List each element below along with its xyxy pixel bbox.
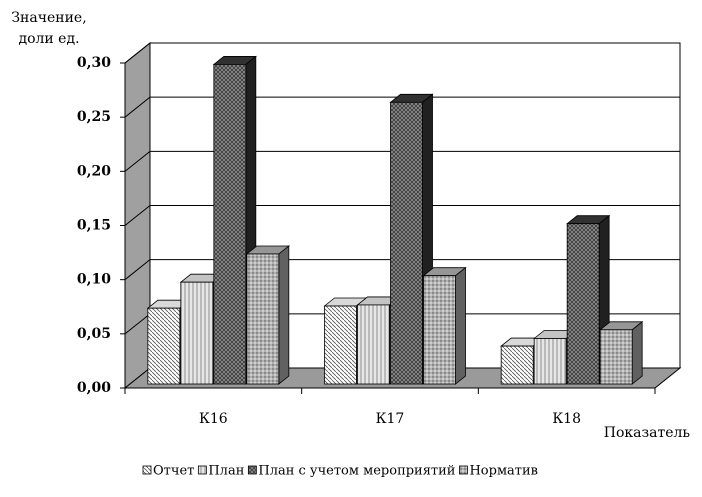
y-tick-label: 0,05 xyxy=(77,326,111,342)
bar xyxy=(599,329,633,385)
x-tick-label: К16 xyxy=(199,411,228,427)
grid-line-side xyxy=(124,313,151,335)
grid-line-side xyxy=(124,96,151,118)
legend-label: Норматив xyxy=(469,464,538,479)
bar-side xyxy=(278,245,290,385)
y-axis-label: Значение, доли ед. xyxy=(11,10,87,47)
grid-line-side xyxy=(124,259,151,281)
x-tick-label: К17 xyxy=(376,411,405,427)
x-tick-label: К18 xyxy=(552,411,581,427)
grid-line-side xyxy=(124,150,151,172)
bar xyxy=(390,101,423,385)
y-tick-label: 0,15 xyxy=(77,218,111,234)
bar xyxy=(566,223,600,385)
bar xyxy=(246,253,280,385)
bar xyxy=(180,281,214,385)
bar-side xyxy=(455,266,466,385)
y-tick-label: 0,10 xyxy=(77,272,111,288)
legend-label: План с учетом мероприятий xyxy=(258,464,455,479)
x-axis-label: Показатель xyxy=(604,425,691,441)
legend-label: Отчет xyxy=(153,464,194,479)
bar-side xyxy=(631,321,643,385)
legend-swatch xyxy=(459,465,468,475)
legend-swatch xyxy=(142,465,152,475)
grid-line-side xyxy=(124,42,151,64)
legend-swatch xyxy=(197,465,207,475)
legend-label: План xyxy=(208,464,244,479)
bar xyxy=(213,64,247,385)
y-tick-label: 0,00 xyxy=(77,380,111,396)
bar xyxy=(357,304,390,385)
bar xyxy=(324,305,357,385)
y-tick-label: 0,25 xyxy=(77,109,111,125)
legend-swatch xyxy=(247,465,257,475)
y-tick-label: 0,30 xyxy=(77,55,111,71)
bar xyxy=(500,345,534,385)
bar xyxy=(533,338,567,385)
bar xyxy=(423,275,456,385)
bar xyxy=(147,307,181,385)
grid-line-side xyxy=(124,205,151,226)
y-tick-label: 0,20 xyxy=(77,163,111,179)
